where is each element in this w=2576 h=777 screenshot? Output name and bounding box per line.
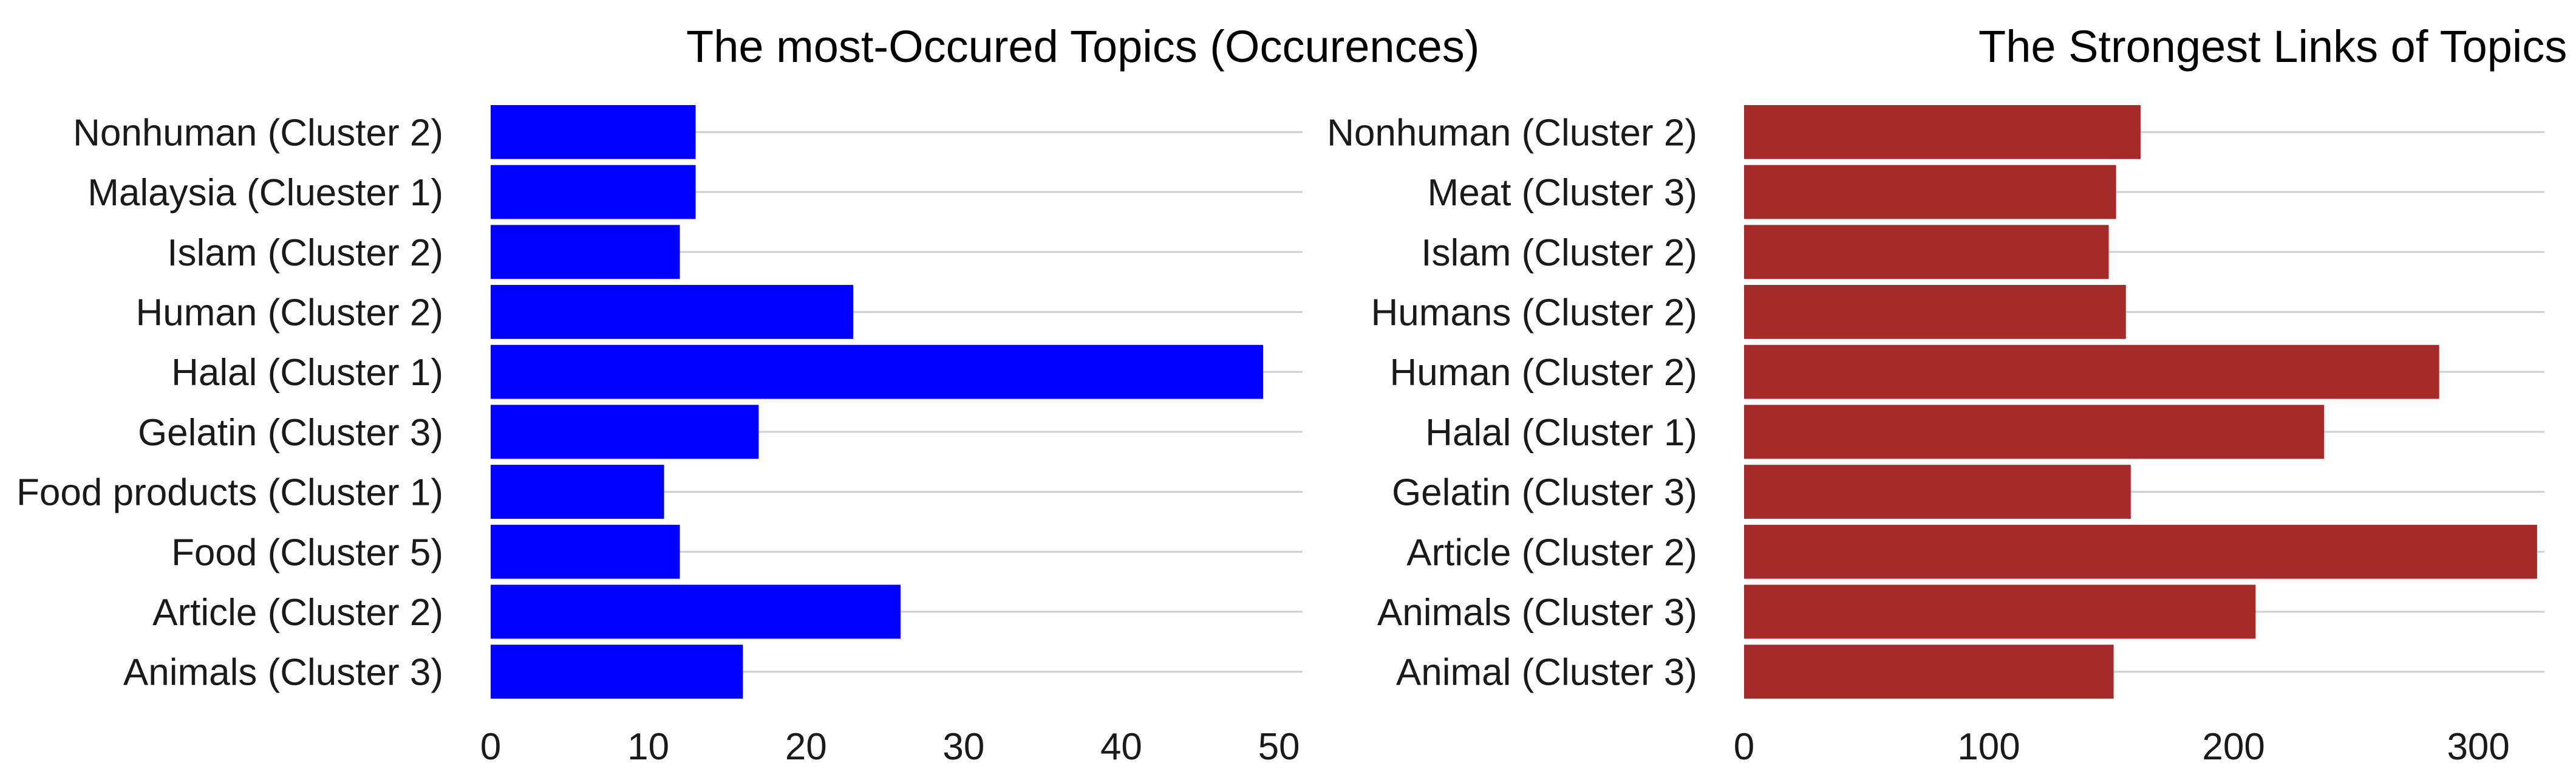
bar <box>491 165 696 219</box>
chart-title: The Strongest Links of Topics (Score) <box>1978 21 2576 72</box>
bar <box>491 405 759 459</box>
bar <box>1744 584 2256 639</box>
bar <box>1744 645 2114 699</box>
bar <box>491 465 664 519</box>
bar <box>491 104 696 159</box>
x-tick-label: 200 <box>2202 726 2264 768</box>
category-label: Humans (Cluster 2) <box>1371 292 1697 334</box>
category-label: Halal (Cluster 1) <box>171 352 443 394</box>
bar <box>1744 104 2141 159</box>
bar <box>491 524 680 579</box>
category-label: Meat (Cluster 3) <box>1428 172 1697 214</box>
category-label: Gelatin (Cluster 3) <box>138 412 443 454</box>
category-label: Article (Cluster 2) <box>152 592 443 634</box>
occurrences-panel: The most-Occured Topics (Occurences) Nonh… <box>16 21 1479 768</box>
category-label: Animals (Cluster 3) <box>123 652 443 694</box>
bar <box>491 225 680 279</box>
link-score-panel: The Strongest Links of Topics (Score) Non… <box>1327 21 2576 768</box>
category-label: Human (Cluster 2) <box>136 292 443 334</box>
category-label: Animals (Cluster 3) <box>1377 592 1697 634</box>
category-label: Gelatin (Cluster 3) <box>1392 472 1697 514</box>
x-tick-label: 20 <box>785 726 827 768</box>
category-label: Malaysia (Cluester 1) <box>87 172 443 214</box>
bar <box>491 285 854 339</box>
x-tick-label: 100 <box>1957 726 2020 768</box>
bar <box>1744 405 2325 459</box>
category-label: Halal (Cluster 1) <box>1425 412 1697 454</box>
x-tick-label: 0 <box>1734 726 1754 768</box>
category-label: Food products (Cluster 1) <box>16 472 443 514</box>
bar <box>491 584 901 639</box>
bar <box>1744 465 2131 519</box>
category-label: Food (Cluster 5) <box>171 532 443 573</box>
x-tick-label: 0 <box>480 726 501 768</box>
bar <box>1744 524 2537 579</box>
x-tick-label: 40 <box>1100 726 1142 768</box>
x-tick-label: 300 <box>2447 726 2509 768</box>
x-tick-label: 30 <box>942 726 984 768</box>
x-tick-label: 10 <box>627 726 669 768</box>
x-tick-label: 50 <box>1258 726 1300 768</box>
category-label: Animal (Cluster 3) <box>1396 652 1697 694</box>
bar <box>1744 225 2109 279</box>
category-label: Nonhuman (Cluster 2) <box>73 112 443 154</box>
category-label: Islam (Cluster 2) <box>167 232 443 274</box>
category-label: Human (Cluster 2) <box>1390 352 1697 394</box>
category-label: Nonhuman (Cluster 2) <box>1327 112 1697 154</box>
category-label: Islam (Cluster 2) <box>1421 232 1697 274</box>
bar <box>491 645 743 699</box>
category-label: Article (Cluster 2) <box>1406 532 1697 573</box>
bar <box>1744 165 2116 219</box>
bar <box>1744 285 2126 339</box>
chart-title: The most-Occured Topics (Occurences) <box>686 21 1479 72</box>
bar <box>491 344 1264 399</box>
bar <box>1744 344 2439 399</box>
